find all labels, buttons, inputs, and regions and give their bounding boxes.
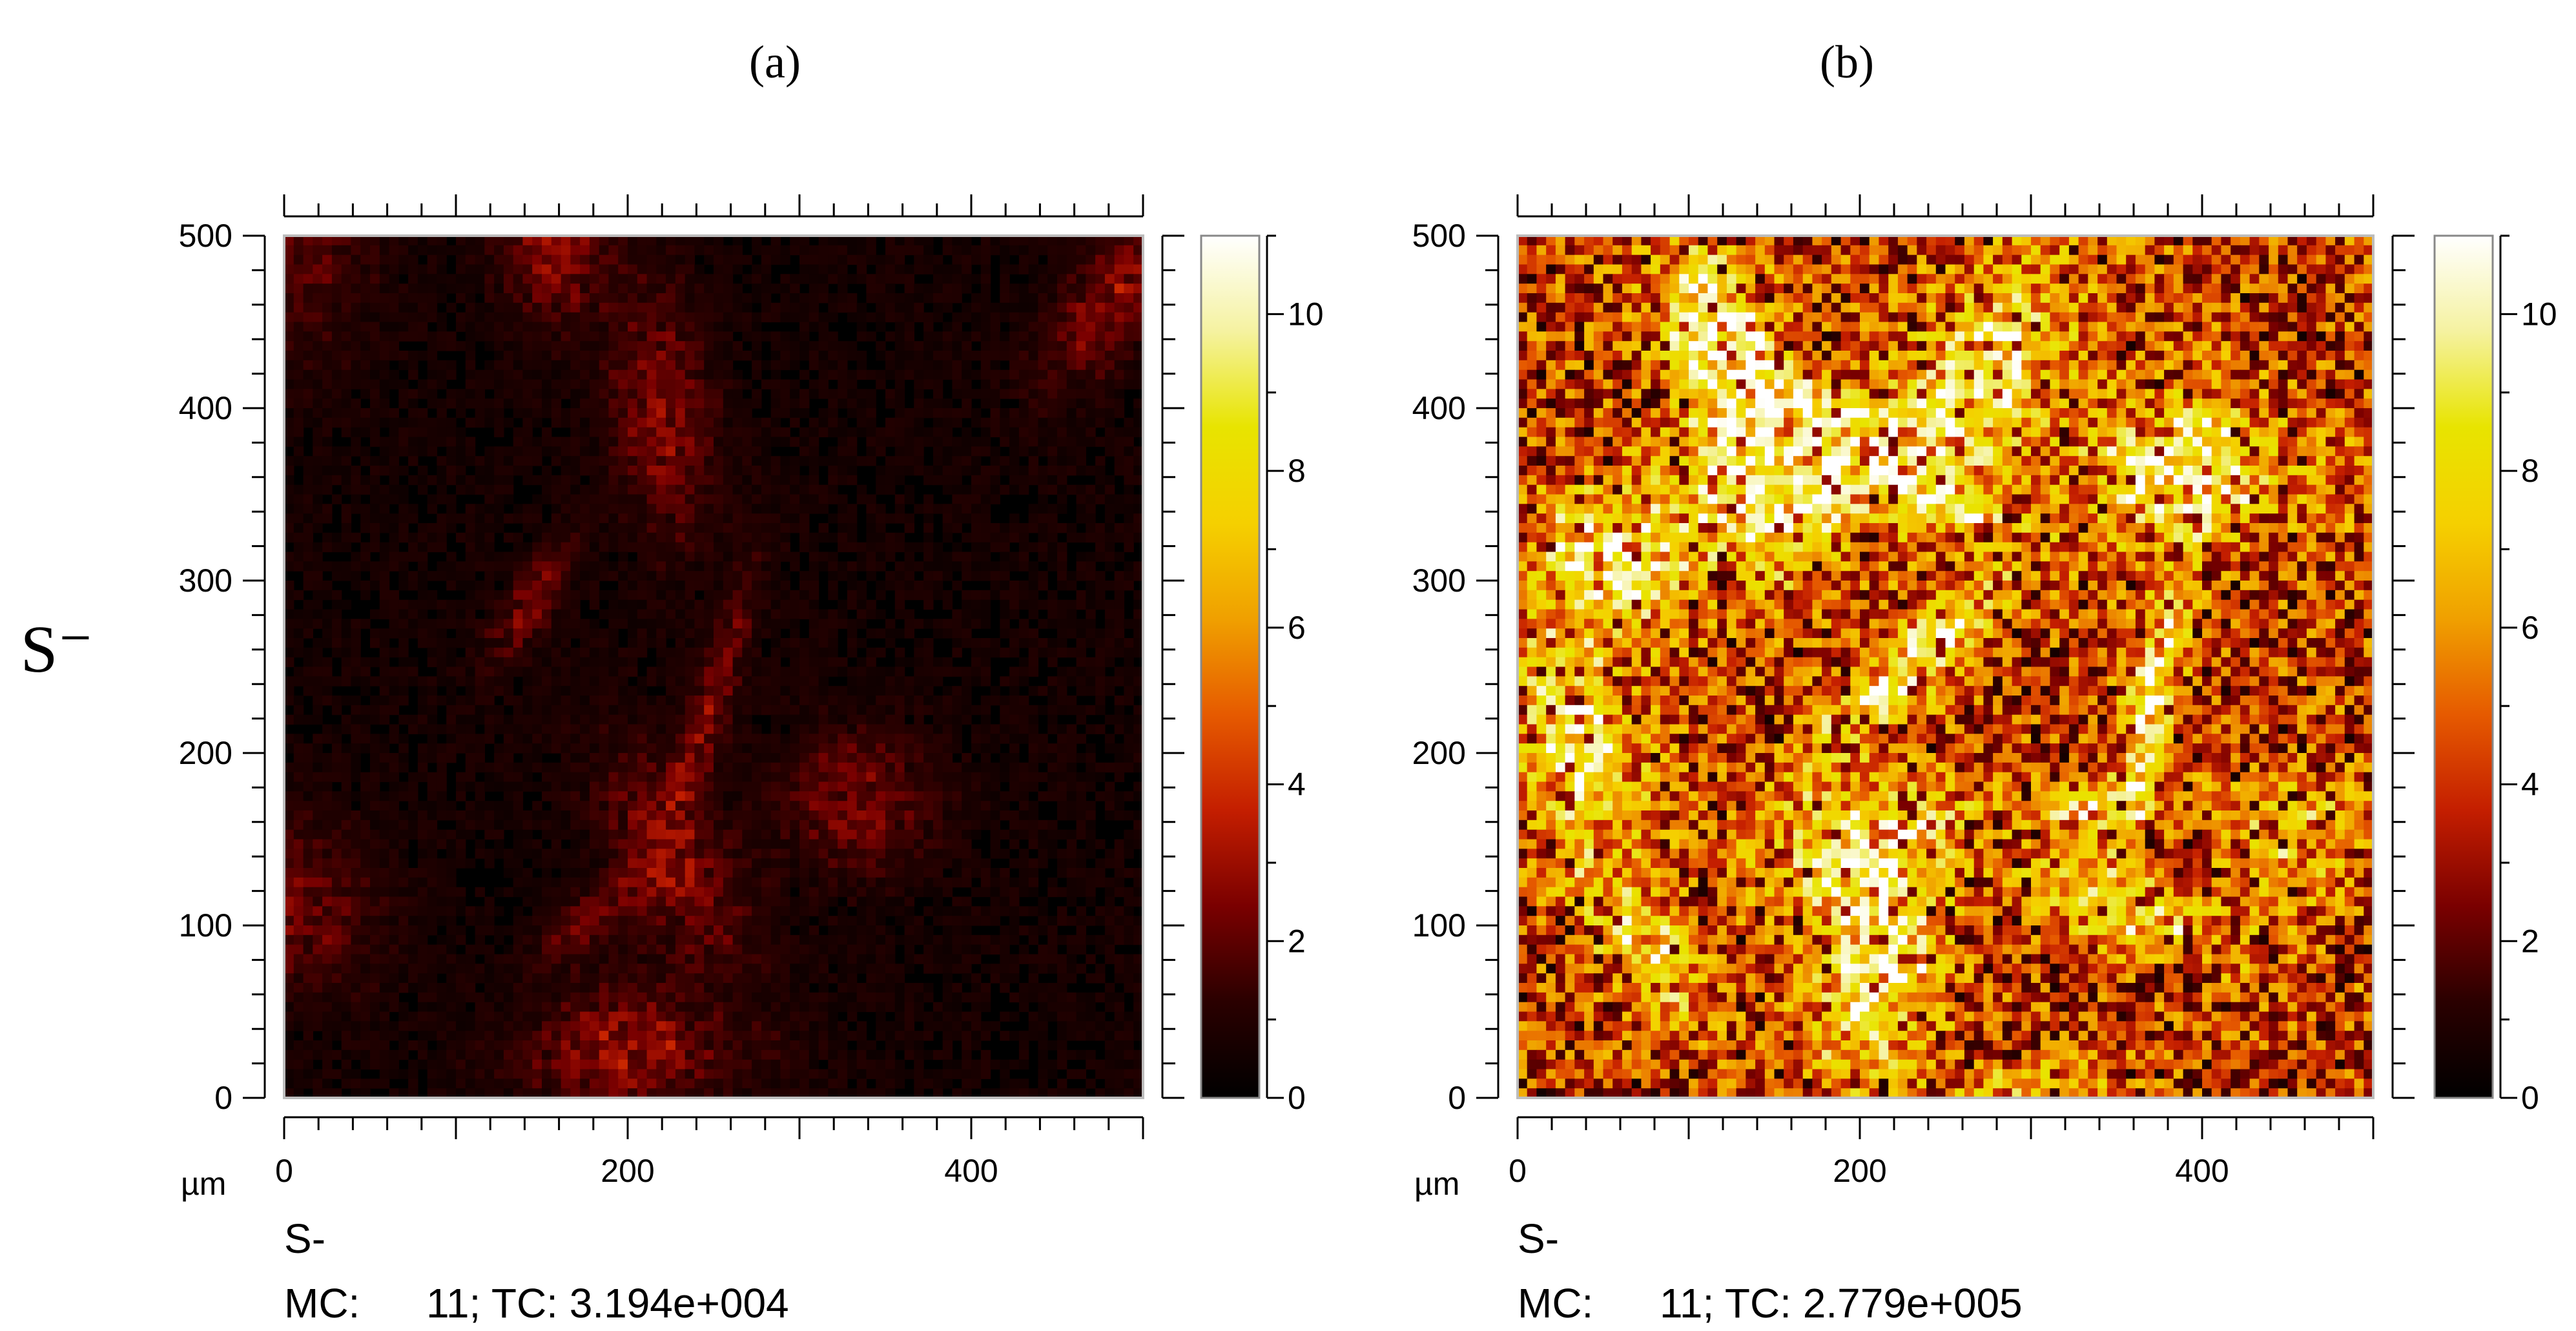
heatmap-cells — [1518, 236, 2374, 1099]
row-label: S⁻ — [21, 612, 94, 686]
colorbar: 0 2 4 6 8 10 — [1201, 236, 1324, 1116]
heatmap-image — [1518, 236, 2374, 1099]
colorbar-tick-label: 10 — [1288, 296, 1324, 332]
caption-mc-label: MC: — [284, 1280, 360, 1326]
caption-species: S- — [1518, 1215, 1559, 1262]
colorbar-tick-label: 2 — [1288, 923, 1306, 959]
y-tick-label: 300 — [1412, 562, 1466, 599]
colorbar-tick-label: 2 — [2521, 923, 2539, 959]
caption-mc-value: 11; TC: 3.194e+004 — [426, 1280, 789, 1326]
y-tick-label: 500 — [1412, 218, 1466, 254]
x-tick-label: 0 — [275, 1153, 293, 1189]
y-tick-label: 0 — [1448, 1080, 1466, 1116]
y-tick-label: 200 — [179, 735, 232, 771]
heatmap-image — [284, 236, 1144, 1099]
panel-label: (b) — [1820, 36, 1874, 88]
y-tick-label: 300 — [179, 562, 232, 599]
x-tick-label: 200 — [601, 1153, 654, 1189]
colorbar: 0 2 4 6 8 10 — [2435, 236, 2557, 1116]
colorbar-gradient — [1201, 236, 1259, 1098]
colorbar-tick-label: 0 — [2521, 1080, 2539, 1116]
caption-mc-value: 11; TC: 2.779e+005 — [1660, 1280, 2023, 1326]
x-tick-label: 400 — [2175, 1153, 2229, 1189]
y-tick-label: 500 — [179, 218, 232, 254]
axis-unit-label: µm — [181, 1166, 226, 1202]
colorbar-tick-label: 4 — [1288, 767, 1306, 803]
y-tick-label: 100 — [179, 907, 232, 944]
x-tick-label: 200 — [1833, 1153, 1886, 1189]
colorbar-tick-label: 4 — [2521, 767, 2539, 803]
caption-species: S- — [284, 1215, 325, 1262]
axis-unit-label: µm — [1414, 1166, 1459, 1202]
colorbar-tick-label: 6 — [2521, 610, 2539, 646]
x-tick-label: 400 — [944, 1153, 998, 1189]
colorbar-tick-label: 10 — [2521, 296, 2557, 332]
y-tick-label: 400 — [179, 390, 232, 426]
colorbar-tick-label: 0 — [1288, 1080, 1306, 1116]
panel-a: (a) 0 200 400 0 100 200 300 400 500 0 2 4 6 8 10 µm S… — [179, 36, 1324, 1326]
colorbar-tick-label: 8 — [1288, 453, 1306, 489]
colorbar-tick-label: 8 — [2521, 453, 2539, 489]
heatmap-cells — [284, 236, 1144, 1099]
y-tick-label: 200 — [1412, 735, 1466, 771]
x-tick-label: 0 — [1509, 1153, 1527, 1189]
y-tick-label: 100 — [1412, 907, 1466, 944]
y-tick-label: 0 — [214, 1080, 232, 1116]
colorbar-gradient — [2435, 236, 2493, 1098]
panel-label: (a) — [749, 36, 801, 88]
y-tick-label: 400 — [1412, 390, 1466, 426]
caption-mc-label: MC: — [1518, 1280, 1593, 1326]
panel-b: (b) 0 200 400 0 100 200 300 400 500 0 2 4 6 8 10 µm S… — [1412, 36, 2557, 1326]
colorbar-tick-label: 6 — [1288, 610, 1306, 646]
